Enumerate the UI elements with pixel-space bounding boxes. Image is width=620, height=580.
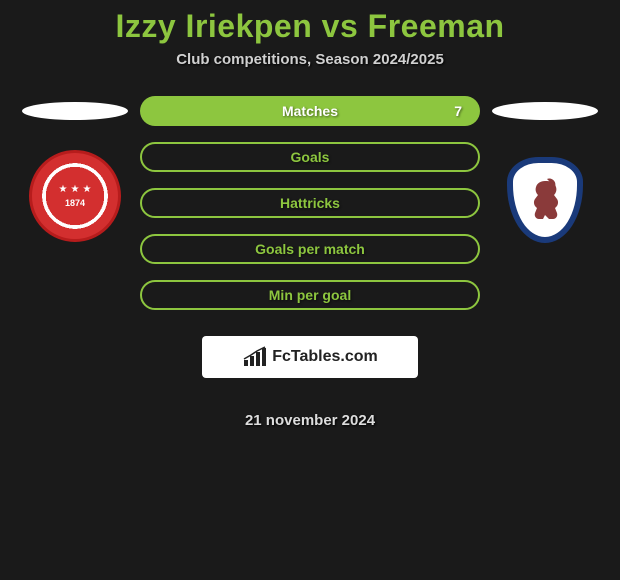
stat-label: Matches	[140, 103, 480, 119]
stat-row-matches: Matches 7	[140, 96, 480, 126]
left-stat-ellipse	[22, 102, 128, 120]
stat-label: Goals	[142, 149, 478, 165]
right-club-crest	[495, 150, 595, 250]
comparison-card: Izzy Iriekpen vs Freeman Club competitio…	[0, 0, 620, 429]
stat-label: Goals per match	[142, 241, 478, 257]
crest-right-shield	[507, 157, 583, 243]
brand-name: FcTables.com	[272, 348, 378, 366]
crest-stars-icon: ★★★	[59, 185, 92, 195]
brand-bars-icon	[242, 346, 268, 368]
stat-row-hattricks: Hattricks	[140, 188, 480, 218]
date-text: 21 november 2024	[245, 412, 375, 429]
stat-row-goals: Goals	[140, 142, 480, 172]
crest-left-center: ★★★ 1874	[47, 168, 103, 224]
right-player-column	[480, 96, 610, 250]
crest-year: 1874	[65, 198, 85, 208]
subtitle: Club competitions, Season 2024/2025	[0, 51, 620, 68]
stat-row-goals-per-match: Goals per match	[140, 234, 480, 264]
page-title: Izzy Iriekpen vs Freeman	[0, 0, 620, 51]
stat-row-min-per-goal: Min per goal	[140, 280, 480, 310]
stat-label: Hattricks	[142, 195, 478, 211]
stat-value-right: 7	[454, 103, 462, 119]
lion-icon	[523, 175, 567, 225]
content-area: ★★★ 1874 Matches 7 Goals Hattricks Goals…	[0, 96, 620, 429]
stat-label: Min per goal	[142, 287, 478, 303]
left-club-crest: ★★★ 1874	[29, 150, 121, 242]
left-player-column: ★★★ 1874	[10, 96, 140, 242]
stats-column: Matches 7 Goals Hattricks Goals per matc…	[140, 96, 480, 429]
brand-box: FcTables.com	[202, 336, 418, 378]
right-stat-ellipse	[492, 102, 598, 120]
